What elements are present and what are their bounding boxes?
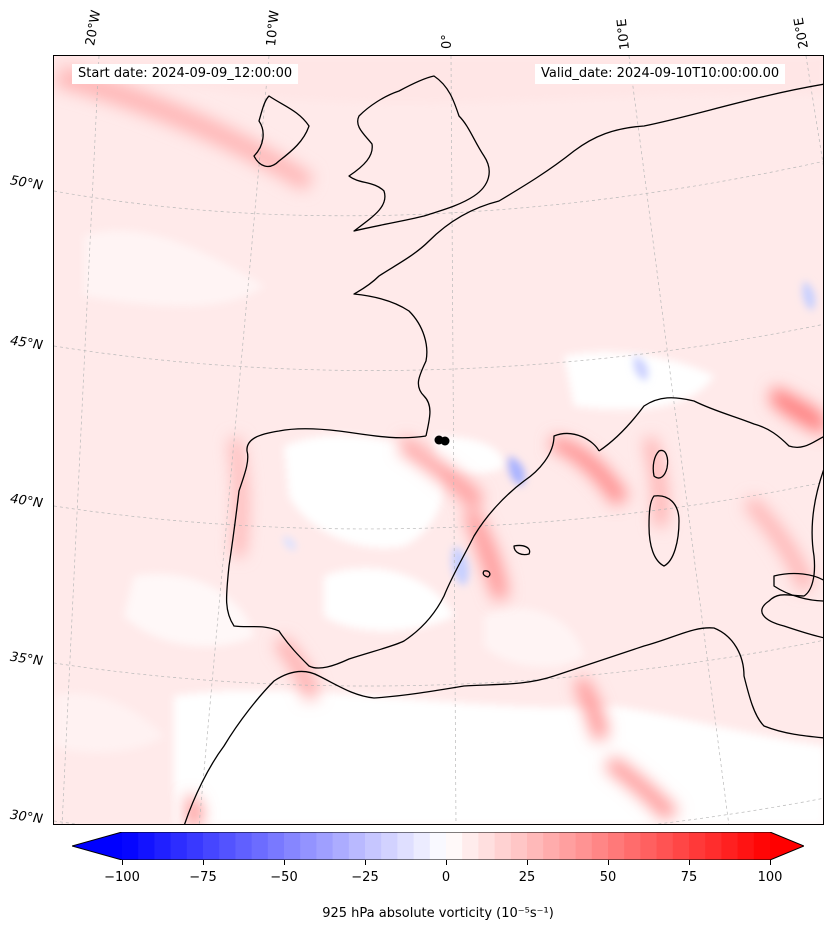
colorbar-cell bbox=[559, 832, 577, 860]
lon-label-10e: 10°E bbox=[614, 17, 633, 51]
negative-vorticity-patches bbox=[283, 281, 816, 586]
lat-label-35n: 35°N bbox=[9, 649, 44, 670]
colorbar-label: 925 hPa absolute vorticity (10⁻⁵s⁻¹) bbox=[322, 906, 554, 921]
lat-label-45n: 45°N bbox=[9, 333, 44, 354]
colorbar-cell bbox=[689, 832, 706, 860]
colorbar-cell bbox=[510, 832, 528, 860]
colorbar-tick-label: −75 bbox=[189, 870, 217, 885]
colorbar-cell bbox=[672, 832, 690, 860]
colorbar-cell bbox=[381, 832, 398, 860]
colorbar-tick-mark bbox=[608, 860, 609, 865]
colorbar-cell bbox=[219, 832, 236, 860]
colorbar bbox=[72, 832, 804, 860]
colorbar-cell bbox=[348, 832, 366, 860]
colorbar-cell bbox=[721, 832, 739, 860]
colorbar-cell bbox=[203, 832, 220, 860]
colorbar-tick-label: 50 bbox=[599, 870, 617, 885]
high-vorticity-bands bbox=[54, 66, 823, 824]
valid-date-box: Valid_date: 2024-09-10T10:00:00.00 bbox=[535, 64, 786, 84]
colorbar-cell bbox=[138, 832, 155, 860]
colorbar-cell bbox=[154, 832, 172, 860]
colorbar-cell bbox=[122, 832, 139, 860]
colorbar-cell bbox=[300, 832, 317, 860]
colorbar-cell bbox=[753, 832, 771, 860]
colorbar-cell bbox=[527, 832, 544, 860]
colorbar-tick-label: −25 bbox=[351, 870, 379, 885]
colorbar-tick-label: −50 bbox=[270, 870, 298, 885]
colorbar-tick-label: 25 bbox=[518, 870, 536, 885]
colorbar-cell bbox=[397, 832, 415, 860]
map-panel[interactable] bbox=[53, 55, 824, 825]
colorbar-tick-mark bbox=[770, 860, 771, 865]
location-marker bbox=[434, 435, 450, 446]
colorbar-tick-label: −100 bbox=[104, 870, 140, 885]
colorbar-tick-mark bbox=[122, 860, 123, 865]
coastlines bbox=[184, 75, 823, 824]
colorbar-cell bbox=[429, 832, 447, 860]
colorbar-tick-mark bbox=[365, 860, 366, 865]
colorbar-cell bbox=[705, 832, 722, 860]
colorbar-cell bbox=[170, 832, 188, 860]
lon-label-10w: 10°W bbox=[264, 9, 283, 48]
colorbar-cell bbox=[251, 832, 269, 860]
lat-label-50n: 50°N bbox=[8, 173, 44, 194]
graticule bbox=[54, 56, 823, 824]
colorbar-cell bbox=[186, 832, 204, 860]
colorbar-cell bbox=[365, 832, 382, 860]
colorbar-tick-mark bbox=[446, 860, 447, 865]
lon-label-20e: 20°E bbox=[791, 16, 812, 50]
colorbar-tick-mark bbox=[203, 860, 204, 865]
colorbar-cell bbox=[737, 832, 755, 860]
lat-label-30n: 30°N bbox=[9, 807, 44, 828]
colorbar-cell bbox=[494, 832, 512, 860]
colorbar-min-extension bbox=[72, 832, 122, 860]
colorbar-cell bbox=[235, 832, 253, 860]
colorbar-cell bbox=[284, 832, 301, 860]
colorbar-tick-label: 100 bbox=[757, 870, 783, 885]
colorbar-cell bbox=[656, 832, 674, 860]
colorbar-cell bbox=[413, 832, 431, 860]
low-vorticity-patches bbox=[54, 56, 823, 824]
vorticity-map bbox=[54, 56, 823, 824]
lon-label-0: 0° bbox=[440, 34, 455, 49]
colorbar-cell bbox=[640, 832, 658, 860]
colorbar-cell bbox=[478, 832, 496, 860]
colorbar-cell bbox=[624, 832, 641, 860]
colorbar-cell bbox=[316, 832, 334, 860]
colorbar-max-extension bbox=[770, 832, 804, 860]
colorbar-cell bbox=[543, 832, 560, 860]
colorbar-tick-mark bbox=[689, 860, 690, 865]
lon-label-20w: 20°W bbox=[83, 9, 105, 48]
colorbar-cell bbox=[332, 832, 350, 860]
lat-label-40n: 40°N bbox=[9, 491, 44, 512]
colorbar-tick-label: 75 bbox=[680, 870, 698, 885]
start-date-box: Start date: 2024-09-09_12:00:00 bbox=[72, 64, 299, 84]
colorbar-cell bbox=[446, 832, 463, 860]
colorbar-cell bbox=[591, 832, 609, 860]
colorbar-cell bbox=[575, 832, 593, 860]
colorbar-cell bbox=[267, 832, 285, 860]
colorbar-cell bbox=[608, 832, 625, 860]
colorbar-tick-mark bbox=[527, 860, 528, 865]
colorbar-tick-mark bbox=[284, 860, 285, 865]
colorbar-cell bbox=[462, 832, 479, 860]
colorbar-tick-label: 0 bbox=[441, 870, 451, 885]
